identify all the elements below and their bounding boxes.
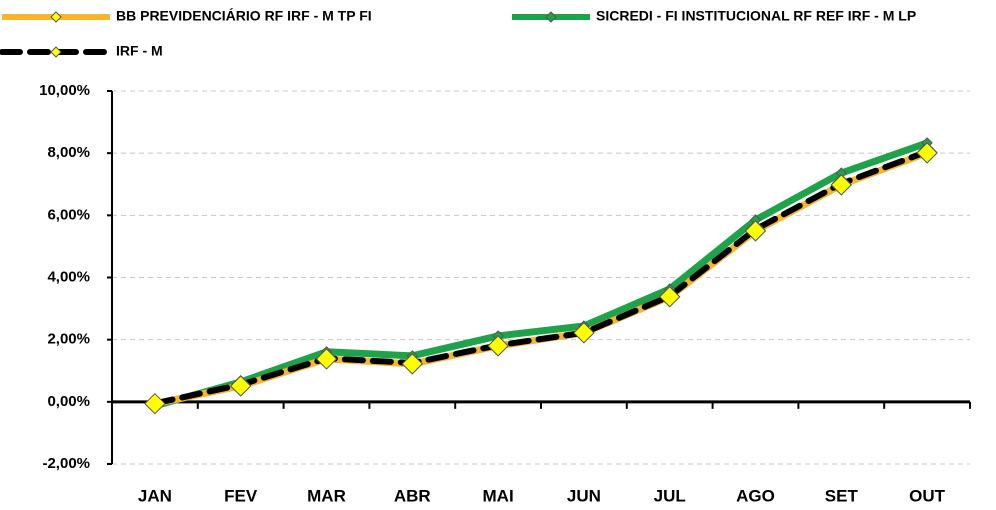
legend-label: IRF - M: [116, 43, 163, 59]
marker: [229, 375, 252, 397]
marker: [830, 174, 853, 196]
legend-marker: [545, 11, 557, 23]
marker: [744, 220, 767, 242]
marker: [916, 142, 938, 164]
x-tick-label: JUN: [567, 486, 601, 505]
y-tick-label: 6,00%: [47, 206, 90, 223]
x-tick-label: FEV: [224, 486, 258, 505]
marker: [315, 348, 338, 370]
marker: [573, 322, 595, 344]
legend-label: BB PREVIDENCIÁRIO RF IRF - M TP FI: [116, 8, 372, 24]
y-tick-label: 8,00%: [47, 144, 90, 161]
series-line: [153, 139, 929, 410]
marker: [487, 335, 509, 357]
x-tick-label: MAI: [483, 486, 514, 505]
legend-label: SICREDI - FI INSTITUCIONAL RF REF IRF - …: [596, 8, 916, 24]
x-tick-label: OUT: [909, 486, 946, 505]
marker: [401, 353, 424, 375]
marker: [144, 392, 166, 415]
x-tick-label: ABR: [394, 486, 431, 505]
y-tick-label: -2,00%: [42, 455, 90, 472]
legend-marker: [50, 11, 62, 23]
x-tick-label: JUL: [654, 486, 686, 505]
y-tick-label: 4,00%: [47, 268, 90, 285]
x-tick-label: JAN: [138, 486, 172, 505]
x-tick-label: SET: [825, 486, 859, 505]
series-line: [151, 148, 931, 407]
y-tick-label: 0,00%: [47, 393, 90, 410]
x-tick-label: MAR: [307, 486, 346, 505]
x-tick-label: AGO: [736, 486, 775, 505]
y-tick-label: 2,00%: [47, 331, 90, 348]
marker: [658, 286, 681, 308]
y-tick-label: 10,00%: [39, 82, 90, 99]
legend-marker: [50, 46, 62, 58]
